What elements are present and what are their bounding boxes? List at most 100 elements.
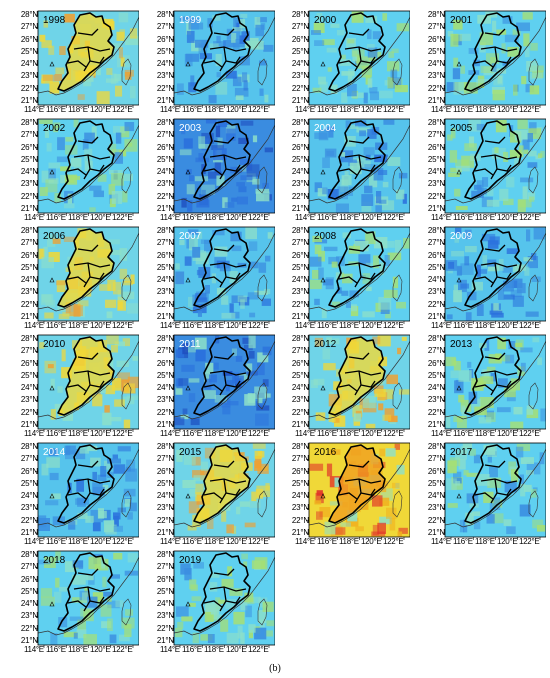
site-marker [49, 169, 55, 175]
year-label: 2002 [43, 123, 66, 134]
latitude-label: 21°N [291, 96, 309, 105]
longitude-labels: 114°E 116°E 118°E 120°E 122°E [160, 105, 275, 115]
latitude-label: 21°N [427, 312, 445, 321]
subregion-boundary [209, 154, 247, 160]
latitude-label: 28°N [156, 118, 174, 127]
longitude-label: 114°E [431, 537, 451, 546]
longitude-label: 114°E [24, 645, 44, 654]
year-label: 2008 [314, 231, 337, 242]
latitude-label: 23°N [427, 503, 445, 513]
latitude-label: 24°N [427, 383, 445, 393]
latitude-label: 23°N [156, 287, 174, 297]
site-marker [456, 493, 462, 499]
latitude-label: 23°N [291, 71, 309, 81]
subregion-boundary [480, 370, 518, 376]
site-marker [456, 277, 462, 283]
latitude-label: 22°N [156, 623, 174, 633]
coastline [37, 124, 139, 204]
year-label: 2004 [314, 123, 337, 134]
longitude-label: 118°E [204, 105, 224, 114]
site-marker [456, 169, 462, 175]
subregion-boundary [360, 56, 376, 64]
coastline [444, 16, 546, 96]
longitude-label: 120°E [361, 537, 382, 546]
longitude-label: 120°E [90, 429, 111, 438]
site-marker [320, 385, 326, 391]
latitude-label: 22°N [156, 515, 174, 525]
site-marker [185, 385, 191, 391]
longitude-labels: 114°E 116°E 118°E 120°E 122°E [24, 213, 139, 223]
site-marker [49, 601, 55, 607]
latitude-label: 27°N [427, 238, 445, 248]
map-panel-2010: 28°N 27°N 26°N 25°N 24°N 23°N 22°N 21°N 114°E 116… [8, 329, 139, 439]
longitude-label: 120°E [497, 537, 518, 546]
longitude-label: 120°E [90, 105, 111, 114]
coastline [444, 232, 546, 312]
latitude-label: 28°N [427, 226, 445, 235]
latitude-label: 25°N [291, 46, 309, 56]
latitude-label: 27°N [156, 454, 174, 464]
subregion-boundary [496, 56, 512, 64]
latitude-label: 26°N [20, 250, 38, 260]
region-boundary [328, 336, 386, 416]
latitude-label: 28°N [20, 226, 38, 235]
site-marker [320, 61, 326, 67]
subregion-boundary [89, 164, 105, 172]
latitude-label: 26°N [291, 142, 309, 152]
latitude-label: 23°N [20, 179, 38, 189]
longitude-label: 116°E [453, 105, 473, 114]
latitude-label: 22°N [291, 407, 309, 417]
longitude-label: 116°E [46, 645, 66, 654]
latitude-label: 23°N [156, 395, 174, 405]
subregion-boundary [344, 154, 382, 160]
subregion-boundary [225, 596, 241, 604]
region-boundary [464, 336, 522, 416]
latitude-label: 27°N [291, 454, 309, 464]
latitude-label: 27°N [291, 22, 309, 32]
latitude-label: 24°N [156, 59, 174, 69]
longitude-label: 120°E [497, 429, 518, 438]
subregion-boundary [77, 460, 99, 468]
latitude-label: 27°N [156, 238, 174, 248]
latitude-label: 21°N [156, 312, 174, 321]
latitude-label: 21°N [156, 636, 174, 645]
latitude-label: 22°N [156, 83, 174, 93]
site-marker [185, 493, 191, 499]
latitude-label: 28°N [156, 10, 174, 19]
latitude-label: 24°N [291, 383, 309, 393]
longitude-label: 114°E [295, 105, 315, 114]
longitude-label: 120°E [90, 213, 111, 222]
land-anomaly [58, 229, 114, 307]
subregion-boundary [209, 478, 247, 484]
coastline [37, 340, 139, 420]
longitude-labels: 114°E 116°E 118°E 120°E 122°E [431, 537, 546, 547]
longitude-label: 118°E [339, 321, 359, 330]
latitude-label: 23°N [20, 395, 38, 405]
latitude-label: 24°N [156, 491, 174, 501]
latitude-label: 26°N [20, 142, 38, 152]
year-label: 2018 [43, 555, 66, 566]
latitude-label: 27°N [20, 562, 38, 572]
longitude-label: 120°E [226, 645, 247, 654]
latitude-label: 26°N [427, 358, 445, 368]
latitude-label: 23°N [291, 287, 309, 297]
longitude-label: 116°E [182, 321, 202, 330]
subregion-boundary [344, 370, 382, 376]
longitude-label: 116°E [46, 213, 66, 222]
latitude-label: 23°N [291, 395, 309, 405]
subregion-boundary [496, 380, 512, 388]
island-outline [257, 490, 268, 518]
latitude-label: 24°N [291, 167, 309, 177]
year-label: 2005 [450, 123, 473, 134]
longitude-labels: 114°E 116°E 118°E 120°E 122°E [431, 213, 546, 223]
latitude-label: 26°N [156, 34, 174, 44]
latitude-label: 26°N [291, 34, 309, 44]
subregion-boundary [213, 28, 235, 36]
latitude-label: 24°N [156, 599, 174, 609]
latitude-label: 24°N [20, 383, 38, 393]
latitude-label: 25°N [291, 478, 309, 488]
longitude-label: 120°E [497, 105, 518, 114]
latitude-label: 28°N [156, 334, 174, 343]
latitude-label: 22°N [291, 299, 309, 309]
map-svg [171, 226, 275, 324]
